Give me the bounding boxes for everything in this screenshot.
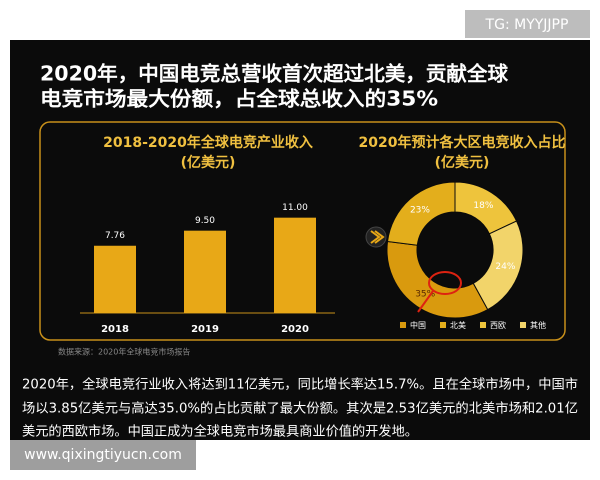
legend-swatch [520,322,526,328]
arrow-icon [370,230,385,244]
legend-label: 其他 [530,320,546,330]
x-tick-label: 2019 [191,324,219,335]
paragraph-line: 美元的西欧市场。中国正成为全球电竞市场最具商业价值的开发地。 [22,424,418,440]
paragraph-line: 场以3.85亿美元与高达35.0%的占比贡献了最大份额。其次是2.53亿美元的北… [22,401,578,417]
value-label: 18% [473,201,493,211]
value-label: 23% [410,206,430,216]
pie-slice [386,240,489,319]
legend-swatch [480,322,486,328]
value-label: 9.50 [195,216,215,226]
pie-slice [472,220,524,311]
legend-label: 西欧 [490,320,506,330]
annotation-circle [428,271,462,295]
chart-title: 2018-2020年全球电竞产业收入 [103,134,313,151]
paragraph-line: 2020年，全球电竞行业收入将达到11亿美元，同比增长率达15.7%。且在全球市… [22,377,578,393]
watermark: www.qixingtiyucn.com [24,447,182,463]
bar [274,217,316,313]
source: 数据来源：2020年全球电竞市场报告 [58,347,190,357]
value-label: 24% [495,262,515,272]
value-label: 35% [415,289,435,299]
title-line: 电竞市场最大份额，占全球总收入的35% [40,87,438,111]
x-tick-label: 2018 [101,324,129,335]
bar [94,245,136,313]
chart-subtitle: (亿美元) [435,154,490,171]
tag-box [465,10,590,38]
chart-subtitle: (亿美元) [181,154,236,171]
bar [184,230,226,313]
tag: TG: MYYJJPP [485,17,569,33]
annotation-line [417,290,434,313]
legend-swatch [400,322,406,328]
legend-swatch [440,322,446,328]
value-label: 7.76 [105,231,125,241]
chart-frame [39,121,566,341]
value-label: 11.00 [282,203,308,213]
legend-label: 中国 [410,320,426,330]
title-line: 2020年，中国电竞总营收首次超过北美，贡献全球 [40,62,509,86]
legend-label: 北美 [450,320,466,330]
chart-title: 2020年预计各大区电竞收入占比 [359,134,566,151]
x-tick-label: 2020 [281,324,309,335]
watermark-box [10,440,196,470]
